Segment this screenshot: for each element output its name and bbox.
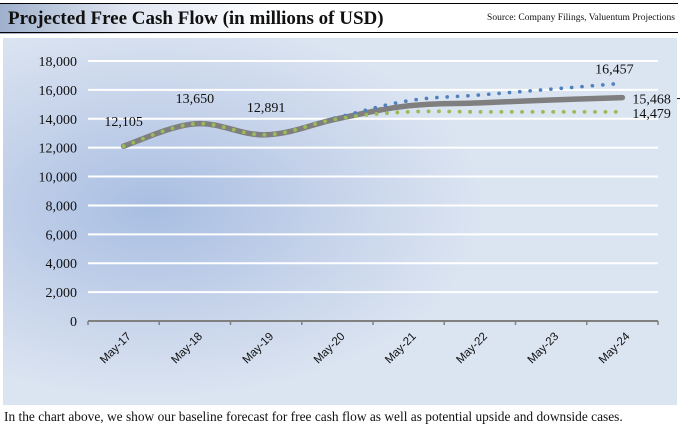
y-tick-label: 16,000 [39,84,78,99]
series-line-downside [121,109,625,149]
y-tick-label: 4,000 [46,257,78,272]
chart-title: Projected Free Cash Flow (in millions of… [8,8,384,29]
x-tick-label: May-20 [312,331,348,367]
source-note: Source: Company Filings, Valuentum Proje… [487,13,675,23]
x-tick-label: May-18 [169,331,205,367]
x-tick-label: May-22 [454,331,490,367]
y-tick-label: 10,000 [39,171,78,186]
y-tick-label: 0 [70,315,77,330]
y-tick-label: 2,000 [46,286,78,301]
header-top-rule [0,3,678,4]
x-tick-label: May-21 [383,331,419,367]
data-label-upside: 16,457 [595,62,634,77]
series-lines [120,81,626,149]
data-label-base: 12,891 [247,101,286,116]
header-background [0,4,691,34]
x-tick-label: May-17 [98,331,134,367]
y-axis: 0 2,000 4,000 6,000 8,000 10,000 12,000 14,000 1… [39,55,78,330]
y-tick-label: 8,000 [46,199,78,214]
data-label-base: 15,468 [632,93,671,108]
x-tick-label: May-23 [526,331,562,367]
y-tick-label: 12,000 [39,142,78,157]
data-label-base: 12,105 [104,115,143,130]
chart-caption: In the chart above, we show our baseline… [4,409,623,424]
x-tick-label: May-24 [597,330,633,366]
x-tick-label: May-19 [241,331,277,367]
y-tick-label: 14,000 [39,113,78,128]
data-label-downside: 14,479 [632,107,671,122]
gridlines [88,60,658,294]
y-tick-label: 18,000 [39,55,78,70]
x-axis: May-17 May-18 May-19 May-20 May-21 May-22 May-… [87,320,659,367]
header-bottom-rule [0,32,678,33]
data-label-base: 13,650 [176,92,215,107]
y-tick-label: 6,000 [46,228,78,243]
report-header: Projected Free Cash Flow (in millions of… [0,0,691,36]
